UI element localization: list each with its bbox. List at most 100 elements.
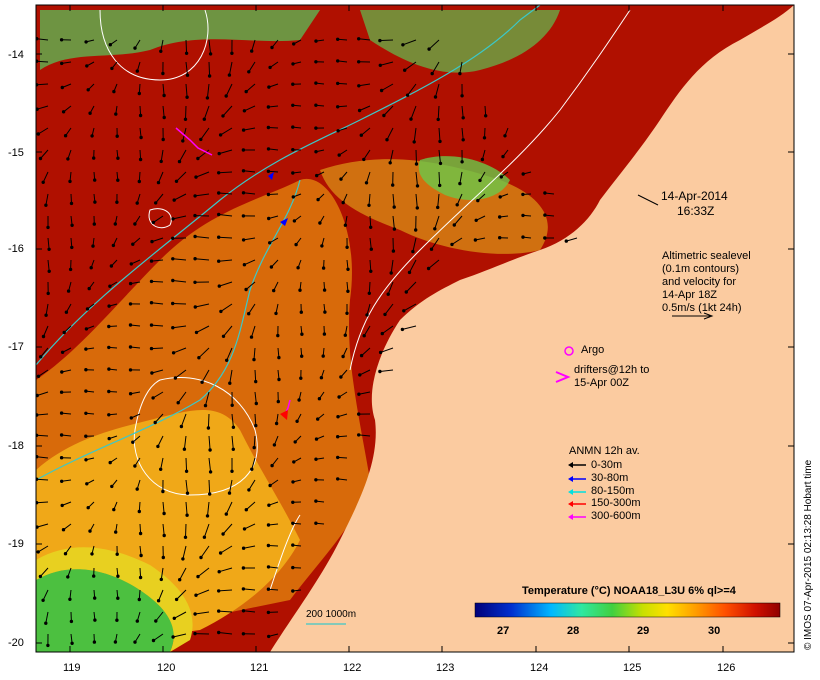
velocity-arrowhead [206,426,211,430]
velocity-arrowhead [277,355,281,360]
velocity-arrowhead [438,183,442,188]
anmn-legend-label: 30-80m [591,472,629,484]
velocity-arrow [407,83,417,96]
velocity-arrowhead [115,200,119,204]
velocity-arrow [36,413,49,416]
velocity-arrowhead [224,94,228,98]
velocity-arrow [151,369,164,374]
velocity-arrowhead [36,374,41,378]
velocity-arrowhead [217,235,221,239]
velocity-arrowhead [268,241,272,245]
velocity-arrow [219,567,233,573]
velocity-arrowhead [93,178,97,182]
sst-green-top-right [360,10,560,73]
velocity-arrow [219,281,233,287]
velocity-arrowhead [291,521,295,525]
velocity-arrowhead [365,313,369,317]
velocity-arrowhead [367,203,371,208]
sst-green-north [418,156,510,200]
axis-ticks [36,5,794,652]
velocity-arrowhead [93,200,97,204]
sealevel-contour [269,514,301,591]
velocity-arrow [369,259,372,272]
velocity-arrowhead [197,356,201,360]
velocity-arrowhead [336,435,340,439]
velocity-arrowhead [84,389,88,393]
velocity-arrowhead [336,37,340,41]
velocity-arrowhead [300,354,304,358]
velocity-arrow [254,369,257,382]
velocity-arrowhead [41,598,45,602]
velocity-arrowhead [415,184,420,188]
velocity-arrowhead [230,403,234,407]
velocity-arrowhead [242,263,247,267]
velocity-arrowhead [107,436,111,441]
anmn-legend-arrows [568,462,586,520]
velocity-arrowhead [400,327,405,332]
velocity-arrowhead [44,313,48,317]
velocity-arrow [173,347,187,354]
velocity-arrow [151,237,164,243]
velocity-arrow [200,545,210,558]
velocity-arrowhead [217,151,221,156]
velocity-arrowhead [202,535,207,539]
velocity-arrowhead [436,205,440,210]
velocity-arrowhead [336,81,340,86]
velocity-arrowhead [478,178,482,183]
velocity-arrowhead [314,81,318,85]
velocity-arrowhead [267,634,271,639]
velocity-arrow [225,501,233,515]
legend-arrowhead [568,462,573,468]
velocity-arrowhead [88,529,92,533]
lon-tick-label: 121 [250,662,269,674]
velocity-arrow [162,83,165,96]
velocity-arrow [42,589,49,601]
anmn-legend-label: 0-30m [591,459,623,471]
velocity-arrowhead [385,138,389,142]
velocity-arrowhead [46,643,50,648]
velocity-arrowhead [46,225,50,230]
mooring-marker-blue [280,218,288,226]
timestamp-pointer [637,194,659,206]
velocity-arrowhead [427,47,431,51]
velocity-arrowhead [316,417,320,421]
velocity-arrow [40,567,49,577]
velocity-arrowhead [60,85,64,90]
velocity-arrow [153,633,164,641]
velocity-arrowhead [228,381,232,385]
velocity-arrowhead [85,307,90,311]
velocity-arrowhead [218,551,223,555]
velocity-arrow [456,193,463,206]
velocity-arrowhead [154,619,158,623]
velocity-arrowhead [242,109,247,113]
velocity-arrow [363,325,371,336]
velocity-arrowhead [357,108,362,113]
velocity-arrow [243,237,256,241]
velocity-arrowhead [69,619,74,624]
velocity-arrow [172,280,187,283]
velocity-arrowhead [217,609,221,613]
velocity-arrowhead [84,434,88,438]
velocity-arrowhead [458,181,462,186]
velocity-arrow [218,259,233,262]
velocity-arrow [218,192,233,195]
mooring-marker-blue [268,172,274,180]
velocity-arrowhead [171,301,175,306]
velocity-arrowhead [378,63,382,68]
velocity-arrowhead [115,134,119,138]
velocity-arrowhead [44,203,48,207]
velocity-arrowhead [359,133,363,137]
velocity-arrowhead [207,74,212,78]
velocity-arrowhead [403,68,407,72]
velocity-arrowhead [172,198,176,202]
velocity-arrowhead [196,574,200,579]
velocity-arrowhead [92,574,96,578]
velocity-arrow [438,149,441,164]
anmn-legend-label: 80-150m [591,485,635,497]
velocity-arrow [243,127,256,131]
velocity-arrowhead [70,245,74,250]
legend-arrowhead [568,476,573,482]
velocity-arrowhead [291,565,295,570]
velocity-arrow [438,127,441,142]
velocity-arrow [244,523,256,530]
